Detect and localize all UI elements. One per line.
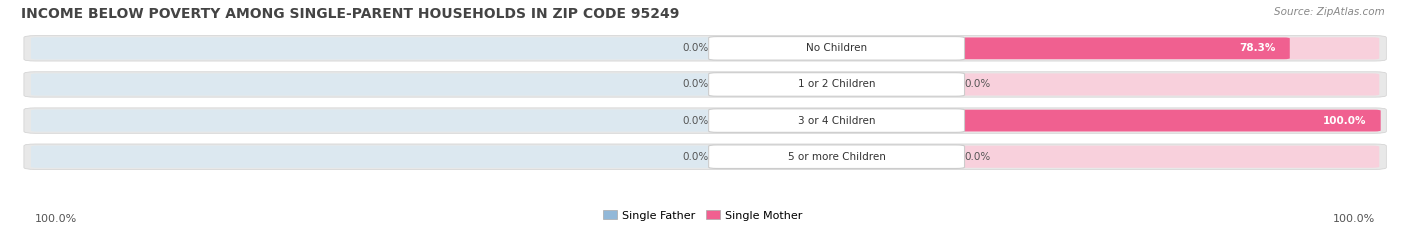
Text: 5 or more Children: 5 or more Children [787, 152, 886, 162]
Text: 0.0%: 0.0% [965, 152, 991, 162]
FancyBboxPatch shape [952, 37, 1379, 59]
FancyBboxPatch shape [31, 37, 721, 59]
FancyBboxPatch shape [950, 38, 1289, 59]
FancyBboxPatch shape [31, 110, 721, 132]
Text: 0.0%: 0.0% [682, 43, 709, 53]
Text: 0.0%: 0.0% [682, 79, 709, 89]
FancyBboxPatch shape [950, 110, 1381, 131]
Legend: Single Father, Single Mother: Single Father, Single Mother [599, 206, 807, 225]
FancyBboxPatch shape [24, 36, 1386, 61]
FancyBboxPatch shape [709, 37, 965, 60]
FancyBboxPatch shape [24, 144, 1386, 169]
Text: 3 or 4 Children: 3 or 4 Children [797, 116, 876, 126]
FancyBboxPatch shape [709, 109, 965, 132]
Text: No Children: No Children [806, 43, 868, 53]
Text: 100.0%: 100.0% [35, 214, 77, 224]
FancyBboxPatch shape [952, 146, 1379, 168]
Text: INCOME BELOW POVERTY AMONG SINGLE-PARENT HOUSEHOLDS IN ZIP CODE 95249: INCOME BELOW POVERTY AMONG SINGLE-PARENT… [21, 7, 679, 21]
Text: 100.0%: 100.0% [1323, 116, 1367, 126]
FancyBboxPatch shape [709, 73, 965, 96]
Text: 78.3%: 78.3% [1239, 43, 1275, 53]
Text: 0.0%: 0.0% [682, 116, 709, 126]
Text: 0.0%: 0.0% [965, 79, 991, 89]
FancyBboxPatch shape [952, 73, 1379, 96]
Text: Source: ZipAtlas.com: Source: ZipAtlas.com [1274, 7, 1385, 17]
FancyBboxPatch shape [709, 145, 965, 168]
FancyBboxPatch shape [31, 146, 721, 168]
Text: 0.0%: 0.0% [682, 152, 709, 162]
Text: 100.0%: 100.0% [1333, 214, 1375, 224]
FancyBboxPatch shape [24, 72, 1386, 97]
FancyBboxPatch shape [952, 110, 1379, 132]
FancyBboxPatch shape [24, 108, 1386, 133]
Text: 1 or 2 Children: 1 or 2 Children [797, 79, 876, 89]
FancyBboxPatch shape [31, 73, 721, 96]
